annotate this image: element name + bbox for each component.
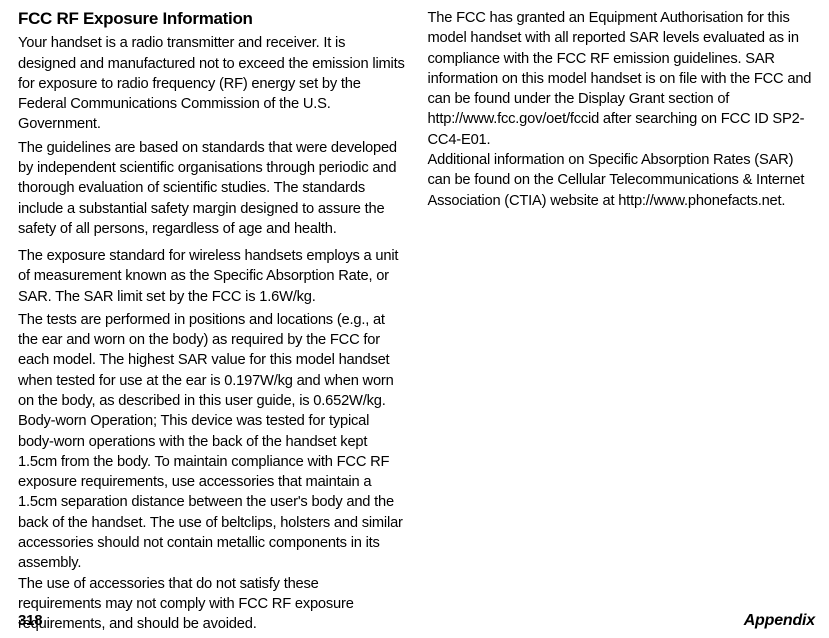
paragraph: The guidelines are based on standards th… xyxy=(18,138,406,239)
section-heading: FCC RF Exposure Information xyxy=(18,8,406,29)
paragraph: The exposure standard for wireless hands… xyxy=(18,246,406,307)
left-column: FCC RF Exposure Information Your handset… xyxy=(18,8,406,588)
paragraph: Additional information on Specific Absor… xyxy=(428,150,816,211)
content-columns: FCC RF Exposure Information Your handset… xyxy=(18,8,815,588)
paragraph: The FCC has granted an Equipment Authori… xyxy=(428,8,816,150)
paragraph: The tests are performed in positions and… xyxy=(18,310,406,574)
page-footer: 318 Appendix xyxy=(18,612,815,630)
right-column: The FCC has granted an Equipment Authori… xyxy=(428,8,816,588)
paragraph: Your handset is a radio transmitter and … xyxy=(18,33,406,134)
section-name: Appendix xyxy=(744,612,815,630)
page-number: 318 xyxy=(18,612,42,630)
